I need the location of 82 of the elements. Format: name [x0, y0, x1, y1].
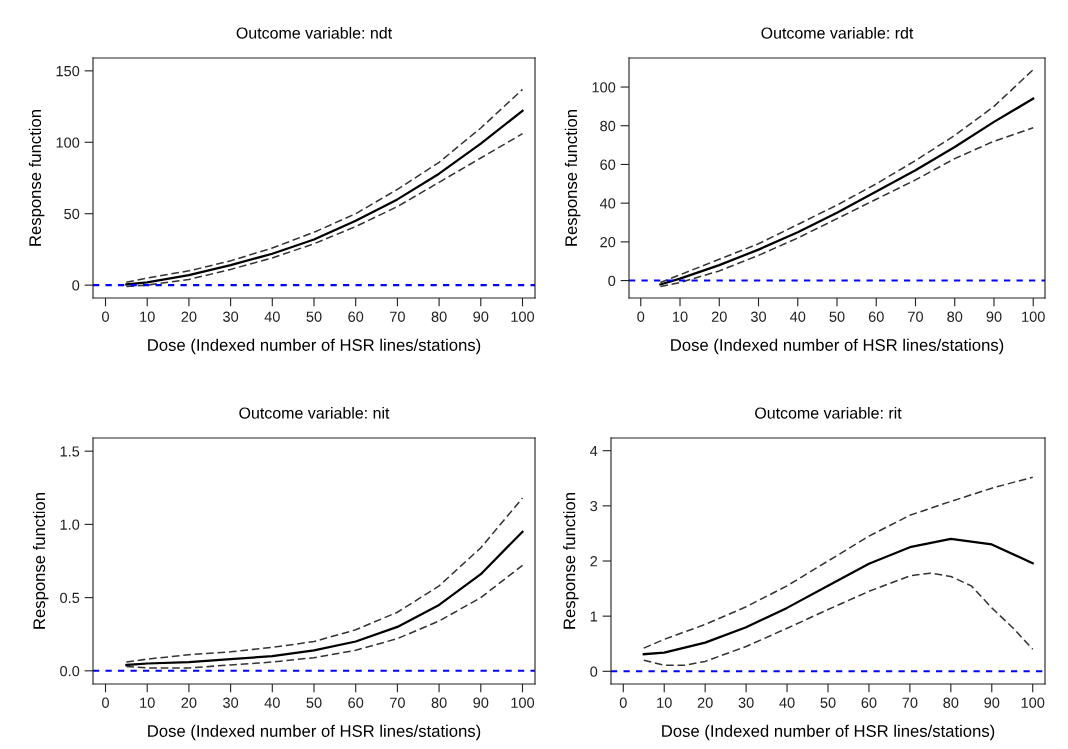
x-tick-label: 20	[711, 311, 727, 322]
y-tick-label: 80	[600, 120, 616, 132]
chart-title: Outcome variable: ndt	[236, 26, 393, 39]
x-tick-label: 20	[181, 697, 197, 708]
x-tick-label: 50	[820, 697, 836, 708]
line-series	[125, 497, 524, 663]
y-tick-label: 40	[599, 198, 616, 209]
y-tick-label: 0	[608, 275, 616, 287]
y-tick-label: 4	[590, 445, 598, 456]
x-tick-label: 90	[984, 697, 1000, 708]
chart-title: Outcome variable: rdt	[761, 26, 914, 39]
x-tick-label: 10	[140, 311, 155, 322]
x-tick-label: 10	[673, 311, 688, 322]
line-series	[125, 530, 524, 667]
x-tick-label: 30	[738, 697, 754, 708]
y-tick-label: 0	[72, 280, 80, 291]
x-tick-label: 20	[697, 697, 713, 708]
x-axis-title: Dose (Indexed number of HSR lines/stations)	[148, 338, 481, 355]
y-tick-label: 0.0	[60, 665, 80, 677]
y-axis-title: Response function	[563, 493, 579, 629]
y-axis-title: Response function	[28, 110, 45, 246]
x-tick-label: 40	[789, 311, 806, 322]
line-series	[642, 476, 1034, 649]
x-tick-label: 50	[306, 311, 322, 322]
x-tick-label: 0	[637, 311, 645, 322]
x-tick-label: 60	[348, 697, 364, 708]
y-tick-label: 3	[590, 500, 598, 512]
line-series	[125, 564, 524, 669]
x-tick-label: 0	[102, 697, 109, 708]
x-tick-label: 10	[140, 697, 155, 708]
y-axis-title: Response function	[32, 493, 49, 629]
x-tick-label: 90	[473, 311, 489, 322]
x-tick-label: 50	[306, 697, 322, 708]
x-tick-label: 80	[431, 697, 447, 708]
chart-title: Outcome variable: nit	[239, 406, 390, 419]
y-tick-label: 0	[590, 666, 598, 677]
x-tick-label: 0	[102, 311, 109, 322]
y-tick-label: 20	[600, 236, 616, 248]
x-tick-label: 60	[861, 697, 877, 708]
y-tick-label: 0.5	[60, 592, 80, 604]
x-tick-label: 100	[511, 697, 535, 708]
line-series	[642, 537, 1034, 656]
x-tick-label: 60	[348, 311, 364, 322]
y-tick-label: 1.0	[60, 519, 80, 530]
x-tick-label: 100	[511, 311, 535, 322]
y-axis-title: Response function	[564, 110, 581, 246]
x-tick-label: 80	[431, 311, 447, 322]
x-tick-label: 40	[264, 311, 280, 322]
x-tick-label: 60	[868, 311, 884, 322]
y-tick-label: 1.5	[60, 446, 80, 457]
x-tick-label: 30	[750, 311, 767, 322]
x-tick-label: 70	[390, 697, 405, 708]
x-tick-label: 90	[986, 311, 1002, 322]
y-tick-label: 60	[600, 159, 616, 170]
x-tick-label: 80	[943, 697, 959, 708]
y-tick-label: 100	[56, 137, 80, 148]
line-series	[659, 126, 1034, 288]
y-tick-label: 150	[56, 65, 80, 77]
y-tick-label: 2	[590, 556, 598, 567]
x-tick-label: 50	[829, 311, 845, 322]
x-tick-label: 30	[223, 311, 239, 322]
x-axis-title: Dose (Indexed number of HSR lines/stations)	[671, 338, 1004, 355]
line-series	[642, 572, 1034, 667]
x-tick-label: 80	[947, 311, 963, 322]
x-tick-label: 40	[779, 697, 795, 708]
x-tick-label: 100	[1022, 311, 1045, 322]
y-tick-label: 50	[64, 208, 80, 220]
x-axis-title: Dose (Indexed number of HSR lines/stations)	[662, 724, 995, 741]
x-tick-label: 100	[1021, 697, 1045, 708]
x-tick-label: 20	[181, 311, 197, 322]
x-tick-label: 70	[902, 697, 918, 708]
y-tick-label: 100	[592, 82, 616, 93]
x-tick-label: 30	[223, 697, 239, 708]
x-axis-title: Dose (Indexed number of HSR lines/stations)	[148, 724, 481, 741]
x-tick-label: 90	[473, 697, 489, 708]
x-tick-label: 10	[657, 697, 672, 708]
x-tick-label: 70	[390, 311, 405, 322]
x-tick-label: 70	[908, 311, 924, 322]
x-tick-label: 0	[619, 697, 627, 708]
x-tick-label: 40	[264, 697, 280, 708]
y-tick-label: 1	[590, 611, 598, 622]
chart-title: Outcome variable: rit	[755, 406, 902, 419]
